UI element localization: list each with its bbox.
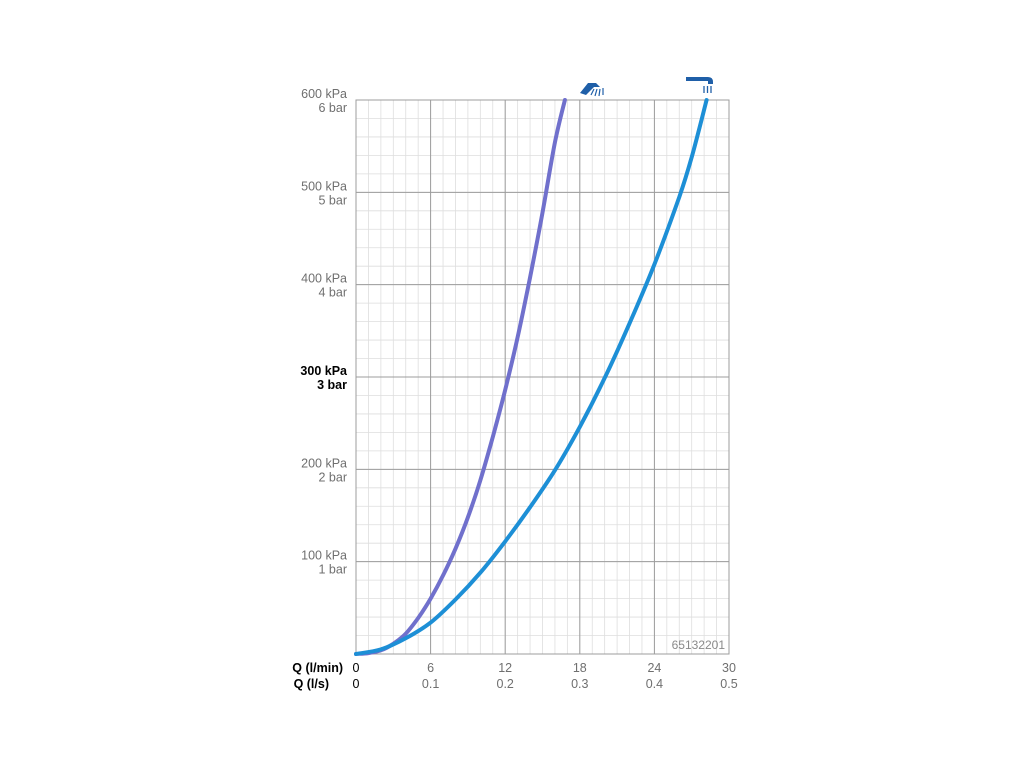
hand-shower-icon — [580, 83, 604, 97]
y-tick-label-bar: 3 bar — [317, 378, 347, 392]
product-code: 65132201 — [672, 638, 726, 652]
x-tick-label-ls: 0.5 — [720, 677, 737, 691]
curves — [354, 98, 709, 656]
x-axis-name-secondary: Q (l/s) — [294, 677, 329, 691]
x-tick-label-lmin: 6 — [427, 661, 434, 675]
x-tick-label-lmin: 30 — [722, 661, 736, 675]
x-tick-label-lmin: 12 — [498, 661, 512, 675]
y-tick-label-bar: 4 bar — [319, 286, 348, 300]
y-tick-label-kpa: 400 kPa — [301, 272, 347, 286]
x-tick-label-ls: 0 — [353, 677, 360, 691]
x-tick-label-lmin: 18 — [573, 661, 587, 675]
y-tick-label-kpa: 500 kPa — [301, 179, 347, 193]
x-tick-label-ls: 0.1 — [422, 677, 439, 691]
x-axis-labels: 0 0 6 0.1 12 0.2 18 0.3 24 0.4 30 0.5 — [353, 661, 738, 691]
overhead-shower-icon — [686, 77, 713, 93]
y-tick-label-bar: 5 bar — [319, 193, 348, 207]
x-tick-label-lmin: 24 — [647, 661, 661, 675]
y-tick-label-bar: 6 bar — [319, 101, 348, 115]
major-grid — [355, 99, 730, 655]
x-tick-label-lmin: 0 — [353, 661, 360, 675]
x-tick-label-ls: 0.3 — [571, 677, 588, 691]
y-tick-label-kpa: 600 kPa — [301, 87, 347, 101]
x-tick-label-ls: 0.2 — [497, 677, 514, 691]
y-tick-label-bar: 2 bar — [319, 470, 348, 484]
y-tick-label-kpa: 200 kPa — [301, 456, 347, 470]
y-tick-label-kpa: 300 kPa — [300, 364, 348, 378]
plot-frame — [355, 99, 730, 655]
x-tick-label-ls: 0.4 — [646, 677, 663, 691]
x-axis-name-primary: Q (l/min) — [292, 661, 343, 675]
y-tick-label-bar: 1 bar — [319, 563, 348, 577]
y-tick-label-kpa: 100 kPa — [301, 549, 347, 563]
flow-curve-2 — [354, 98, 709, 656]
